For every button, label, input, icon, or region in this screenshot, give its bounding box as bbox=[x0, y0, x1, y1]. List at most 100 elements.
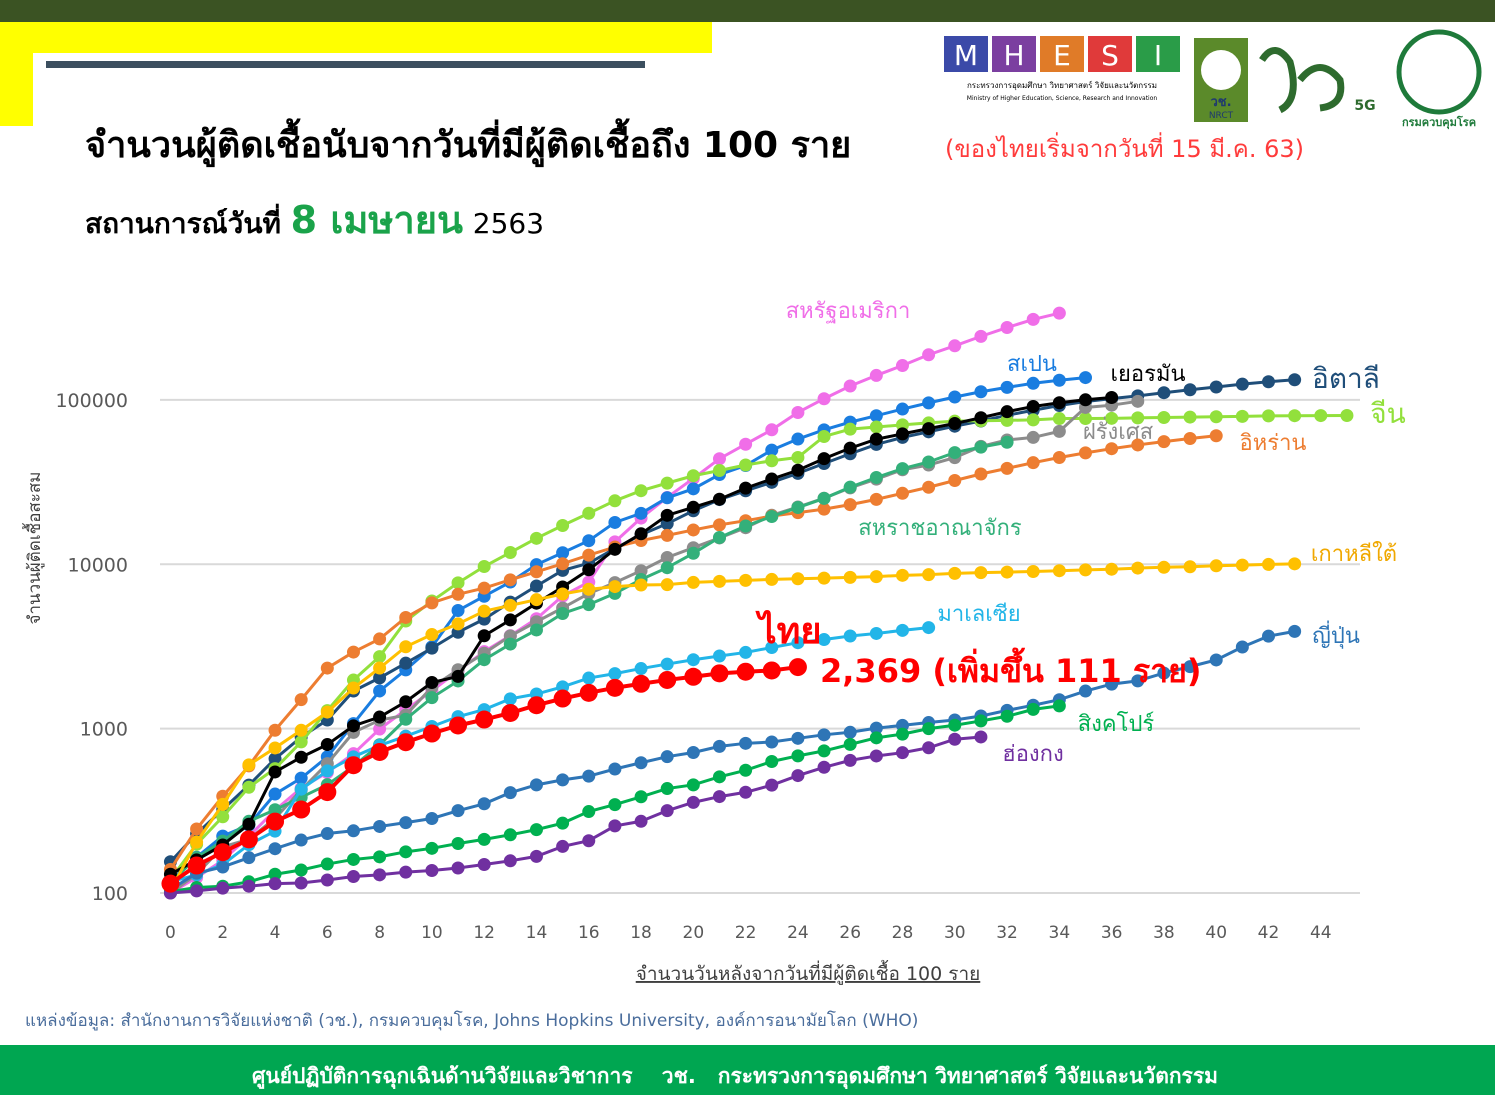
data-point bbox=[1105, 562, 1119, 576]
data-point bbox=[373, 868, 387, 882]
data-point bbox=[710, 664, 729, 683]
data-point bbox=[765, 735, 779, 749]
series-label: อิหร่าน bbox=[1240, 431, 1307, 456]
data-point bbox=[294, 771, 308, 785]
data-point bbox=[1052, 396, 1066, 410]
data-point bbox=[503, 613, 517, 627]
x-tick-label: 2 bbox=[217, 923, 228, 943]
data-point bbox=[501, 703, 520, 722]
series-line bbox=[169, 399, 1138, 895]
data-point bbox=[869, 432, 883, 446]
data-point bbox=[817, 429, 831, 443]
data-point bbox=[373, 671, 387, 685]
data-point bbox=[712, 770, 726, 784]
data-point bbox=[634, 578, 648, 592]
data-point bbox=[765, 778, 779, 792]
data-point bbox=[974, 440, 988, 454]
data-point bbox=[1026, 399, 1040, 413]
data-point bbox=[242, 879, 256, 893]
data-point bbox=[190, 884, 204, 898]
data-point bbox=[895, 746, 909, 760]
data-point bbox=[739, 785, 753, 799]
data-point bbox=[765, 443, 779, 457]
data-point bbox=[605, 678, 624, 697]
data-point bbox=[843, 441, 857, 455]
data-point bbox=[922, 568, 936, 582]
data-point bbox=[294, 750, 308, 764]
data-point bbox=[869, 420, 883, 434]
data-point bbox=[266, 812, 285, 831]
data-point bbox=[660, 657, 674, 671]
data-point bbox=[216, 860, 230, 874]
data-point bbox=[503, 637, 517, 651]
data-point bbox=[1000, 405, 1014, 419]
x-tick-label: 14 bbox=[526, 923, 548, 943]
data-point bbox=[1157, 386, 1171, 400]
series-label: จีน bbox=[1370, 397, 1406, 430]
year: 2563 bbox=[473, 207, 544, 240]
series-label: เกาหลีใต้ bbox=[1311, 541, 1397, 567]
data-point bbox=[1078, 371, 1092, 385]
data-point bbox=[294, 782, 308, 796]
data-point bbox=[843, 725, 857, 739]
data-point bbox=[556, 587, 570, 601]
data-point bbox=[529, 849, 543, 863]
data-point bbox=[817, 760, 831, 774]
data-point bbox=[1052, 412, 1066, 426]
data-point bbox=[320, 764, 334, 778]
footer-bar bbox=[0, 1045, 1495, 1095]
series-label: สเปน bbox=[1007, 352, 1057, 377]
data-point bbox=[373, 684, 387, 698]
data-point bbox=[869, 626, 883, 640]
data-point bbox=[529, 565, 543, 579]
data-point bbox=[449, 716, 468, 735]
mhesi-box bbox=[1040, 36, 1084, 72]
data-point bbox=[895, 402, 909, 416]
data-point bbox=[1026, 376, 1040, 390]
data-point bbox=[712, 492, 726, 506]
data-point bbox=[1026, 456, 1040, 470]
anniversary-logo bbox=[1259, 47, 1345, 114]
data-point bbox=[869, 470, 883, 484]
data-point bbox=[294, 693, 308, 707]
data-point bbox=[294, 863, 308, 877]
data-point bbox=[608, 515, 622, 529]
data-point bbox=[346, 870, 360, 884]
data-point bbox=[425, 691, 439, 705]
data-point bbox=[948, 339, 962, 353]
x-tick-label: 34 bbox=[1049, 923, 1071, 943]
data-point bbox=[736, 662, 755, 681]
data-point bbox=[948, 566, 962, 580]
data-point bbox=[1235, 409, 1249, 423]
mhesi-box bbox=[1136, 36, 1180, 72]
data-point bbox=[843, 480, 857, 494]
data-point bbox=[1105, 442, 1119, 456]
data-point bbox=[895, 727, 909, 741]
data-point bbox=[346, 681, 360, 695]
data-point bbox=[791, 769, 805, 783]
nrct-english: NRCT bbox=[1209, 111, 1234, 121]
data-point bbox=[425, 641, 439, 655]
data-point bbox=[161, 874, 180, 893]
data-point bbox=[895, 418, 909, 432]
data-point bbox=[399, 695, 413, 709]
data-point bbox=[608, 542, 622, 556]
top-bar bbox=[0, 0, 1495, 22]
data-point bbox=[895, 568, 909, 582]
data-point bbox=[373, 661, 387, 675]
data-point bbox=[556, 519, 570, 533]
data-point bbox=[346, 852, 360, 866]
x-tick-label: 4 bbox=[270, 923, 281, 943]
ddc-logo bbox=[1396, 29, 1482, 115]
data-point bbox=[582, 598, 596, 612]
data-point bbox=[1052, 564, 1066, 578]
data-point bbox=[1183, 660, 1197, 674]
data-point bbox=[817, 452, 831, 466]
data-point bbox=[477, 653, 491, 667]
data-point bbox=[739, 481, 753, 495]
data-point bbox=[1131, 438, 1145, 452]
data-point bbox=[373, 819, 387, 833]
x-tick-label: 38 bbox=[1153, 923, 1175, 943]
data-point bbox=[869, 570, 883, 584]
data-point bbox=[451, 804, 465, 818]
